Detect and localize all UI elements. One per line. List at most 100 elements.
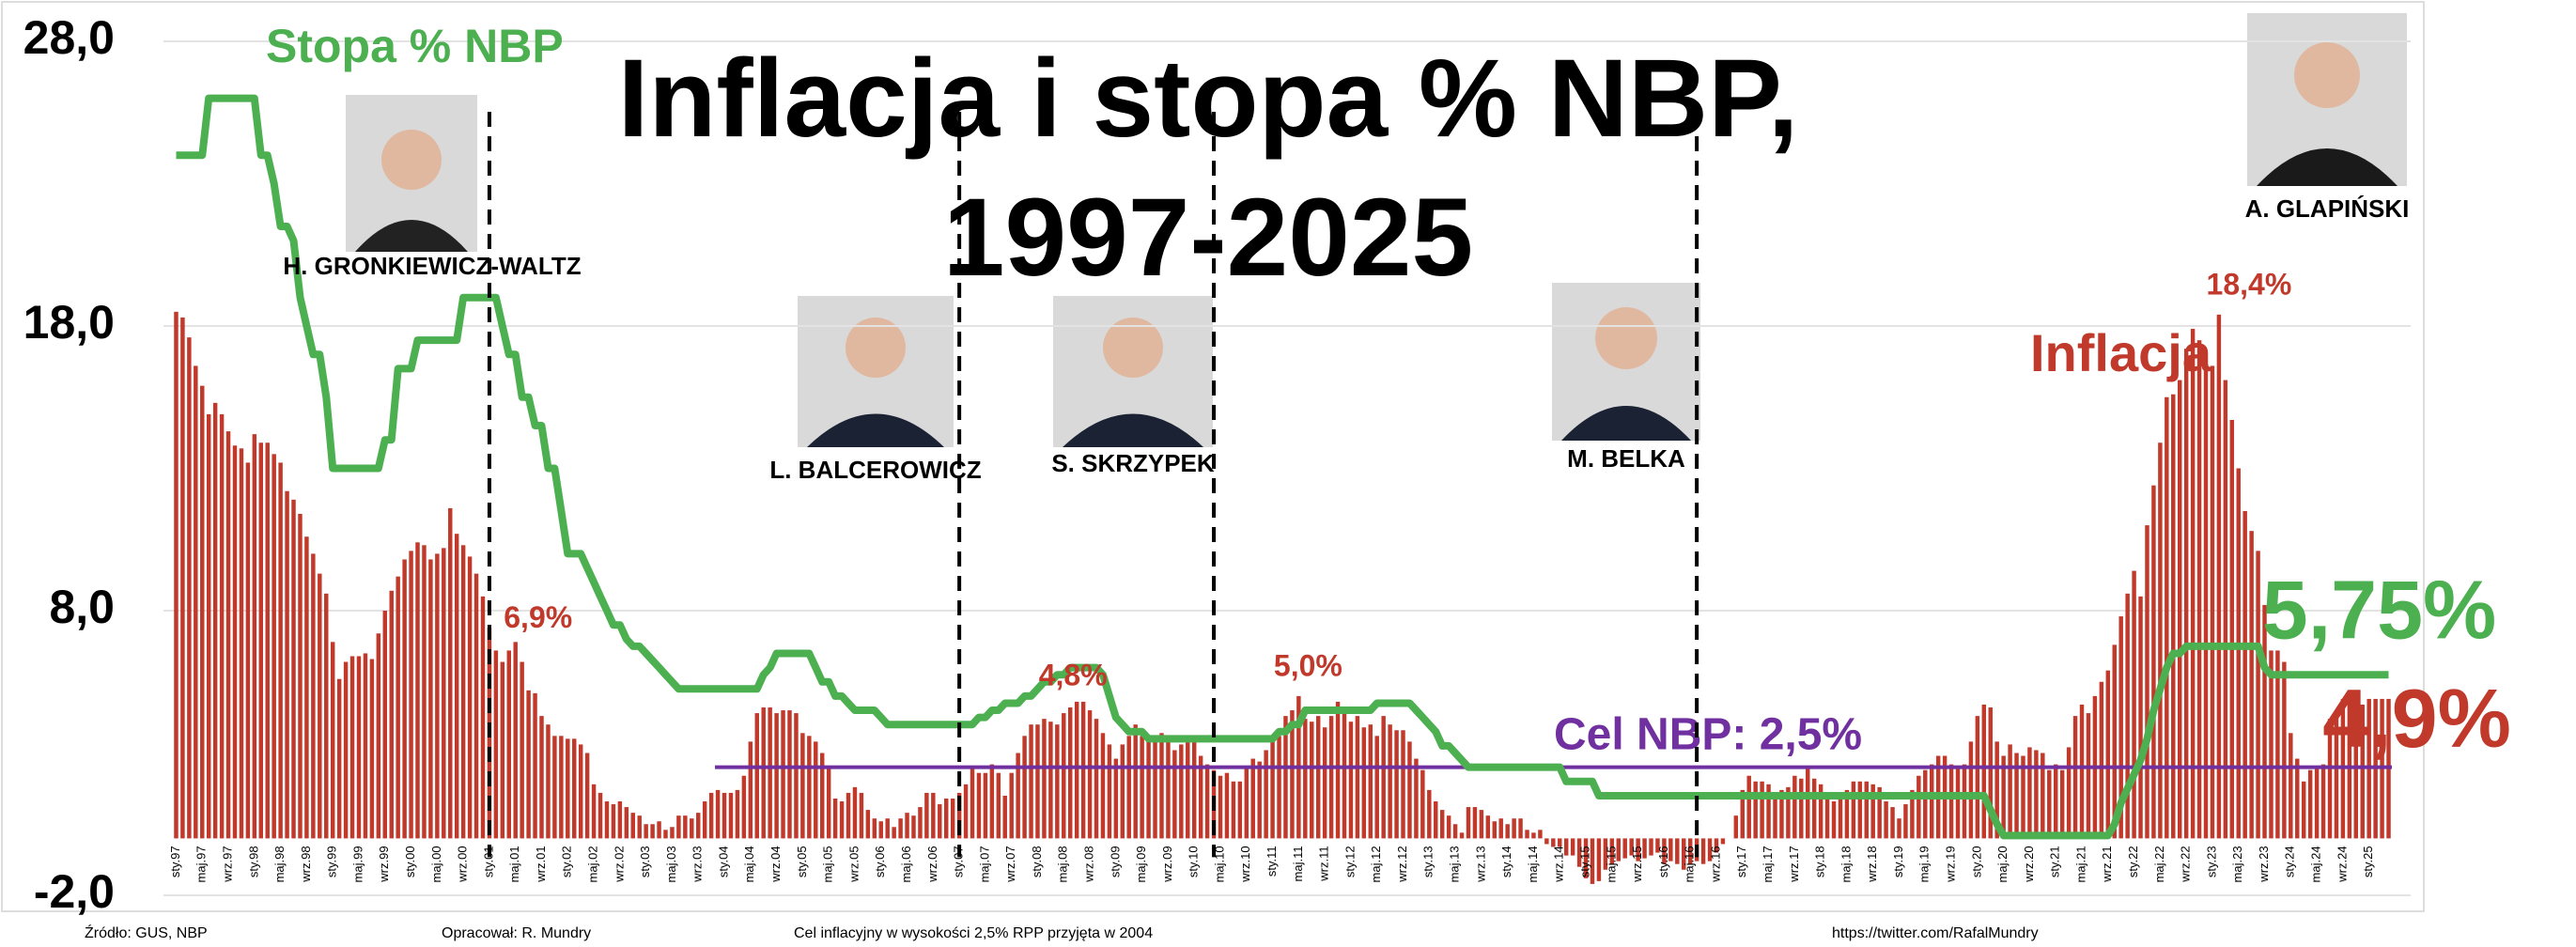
bar [1472,807,1478,839]
bar [2138,596,2143,839]
bar [1760,781,1764,839]
x-tick-label: wrz.24 [2335,846,2349,882]
bar [2021,755,2025,839]
bar [1264,750,1268,839]
bar [1570,838,1575,856]
bar [2249,531,2254,839]
annotation: 18,4% [2207,267,2292,301]
x-tick-label: sty.19 [1891,846,1905,877]
bar [892,827,896,839]
bar [559,736,564,839]
x-tick-label: wrz.21 [2100,846,2114,882]
bar [2314,767,2320,839]
x-tick-label: sty.00 [403,846,417,877]
bar [597,792,603,839]
bar [2196,340,2202,839]
bar [369,659,375,839]
bar [1806,767,1810,839]
bar [1381,716,1386,839]
bar [1388,724,1392,839]
x-tick-label: sty.97 [168,846,182,877]
bar [1186,738,1190,839]
bar [239,448,244,839]
bar [670,827,675,839]
bar [454,534,459,839]
x-tick-label: wrz.08 [1081,846,1095,882]
bar [1811,778,1817,839]
bar [814,741,818,839]
bar [311,553,316,839]
bar [1603,838,1608,870]
bar [1315,716,1321,839]
bar [996,772,1001,839]
x-tick-label: maj.11 [1291,846,1305,881]
bar [174,311,178,839]
president-name: M. BELKA [1567,444,1685,473]
bar [1733,815,1739,839]
annotation: 6,9% [504,600,572,634]
x-tick-label: wrz.11 [1317,846,1331,881]
bar [2072,716,2078,839]
bar [506,650,511,839]
bar [1133,724,1138,839]
x-tick-label: sty.01 [481,846,495,877]
bar [885,818,890,839]
bar [566,738,570,839]
president-name: S. SKRZYPEK [1051,449,1215,477]
x-tick-label: wrz.16 [1708,846,1722,882]
bar [278,462,283,839]
bar [611,804,616,839]
photo [1053,296,1213,447]
bar [1016,753,1020,839]
bar [212,402,218,839]
bar [1707,838,1713,862]
bar [1087,710,1093,839]
bar [1067,707,1073,839]
x-tick-label: sty.99 [325,846,339,877]
bar [2066,747,2072,839]
bar [983,772,988,839]
x-tick-label: maj.09 [1134,846,1148,882]
x-tick-label: wrz.04 [768,846,783,882]
x-tick-label: sty.98 [246,846,260,877]
bar [2203,365,2209,839]
bar [1270,736,1275,839]
bar [1642,838,1647,859]
annotation: 4,9% [2322,672,2511,765]
bar [2165,396,2169,839]
bar [1753,781,1758,839]
bar [1401,730,1405,839]
bar [480,596,486,839]
bar [2171,394,2176,839]
x-tick-label: sty.10 [1187,846,1201,877]
x-tick-label: sty.03 [638,846,652,877]
x-tick-label: maj.16 [1683,846,1697,882]
bar [1407,741,1412,839]
chart-title: 1997-2025 [943,176,1473,300]
bar [1962,764,1967,839]
x-tick-label: maj.01 [507,846,521,882]
bar [2190,329,2196,839]
y-tick-label: 28,0 [23,11,115,64]
bar [1107,744,1112,839]
bar [1492,821,1497,839]
bar [2105,670,2111,839]
bar [1544,838,1549,845]
bar [1342,707,1347,839]
bar [2047,769,2052,839]
bar [1629,838,1634,856]
bar [938,804,942,839]
chart-title: Inflacja i stopa % NBP, [618,37,1799,161]
x-tick-label: maj.12 [1369,846,1383,882]
bar [1290,710,1295,839]
x-tick-label: sty.02 [560,846,574,877]
bar [473,573,479,839]
y-tick-label: -2,0 [34,865,115,918]
bar [924,792,929,839]
bar [1786,786,1791,839]
president-name: A. GLAPIŃSKI [2245,194,2410,223]
president-name: H. GRONKIEWICZ-WALTZ [283,252,581,280]
bar [728,792,734,839]
bar [859,792,864,839]
bar [1224,772,1230,839]
